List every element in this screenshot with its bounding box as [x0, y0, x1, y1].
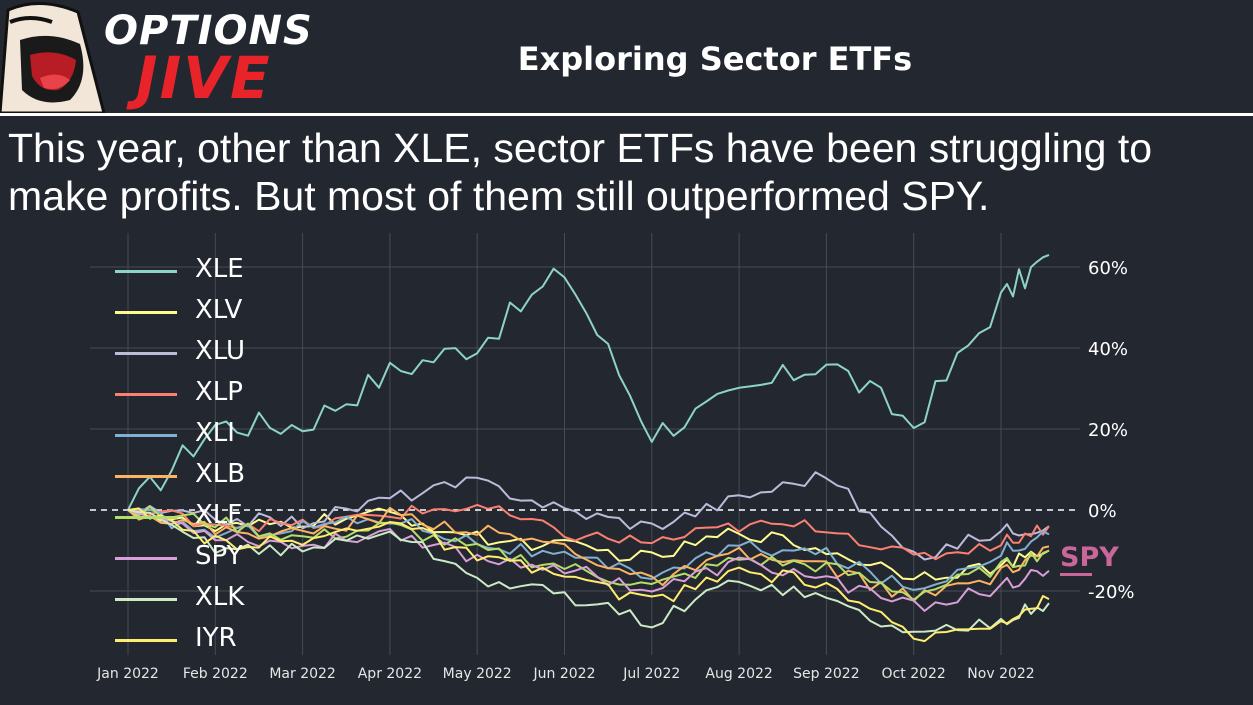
y-tick-label: 40% [1088, 339, 1128, 360]
legend-swatch [115, 311, 177, 314]
x-tick-label: Apr 2022 [358, 666, 422, 682]
x-tick-label: Jun 2022 [533, 666, 596, 682]
x-tick-label: Sep 2022 [793, 666, 859, 682]
series-line-xlf [127, 505, 1050, 601]
series-line-iyr [127, 507, 1050, 643]
series-line-xlu [127, 471, 1050, 561]
series-line-xle [127, 253, 1050, 511]
legend-swatch [115, 434, 177, 437]
spy-annotation-line [1060, 573, 1092, 576]
series-line-xlp [127, 503, 1050, 561]
legend-label: XLF [195, 500, 243, 530]
legend-label: XLB [195, 459, 246, 489]
x-tick-label: Oct 2022 [882, 666, 946, 682]
chart-legend: XLE XLV XLU XLP XLI XLB XLF SPY XLK IYR [115, 252, 315, 662]
legend-item-iyr: IYR [115, 621, 315, 662]
legend-item-xli: XLI [115, 416, 315, 457]
sector-etf-line-chart: Jan 2022 Feb 2022 Mar 2022 Apr 2022 May 2022… [90, 233, 1135, 682]
subtitle-line-1: This year, other than XLE, sector ETFs h… [8, 125, 1153, 171]
legend-label: SPY [195, 541, 243, 571]
legend-swatch [115, 639, 177, 642]
legend-label: XLP [195, 377, 243, 407]
header-bar: OPTIONS JIVE Exploring Sector ETFs [0, 0, 1253, 113]
legend-swatch [115, 393, 177, 396]
legend-item-xlv: XLV [115, 293, 315, 334]
y-tick-label: -20% [1088, 582, 1135, 603]
x-tick-label: Mar 2022 [269, 666, 336, 682]
x-tick-label: Nov 2022 [967, 666, 1034, 682]
series-line-xlb [127, 506, 1050, 602]
header-divider [0, 113, 1253, 116]
spy-annotation: SPY [1060, 542, 1119, 573]
logo-options-text: OPTIONS [104, 8, 313, 54]
legend-swatch [115, 598, 177, 601]
legend-swatch [115, 475, 177, 478]
legend-item-xlf: XLF [115, 498, 315, 539]
y-tick-label: 20% [1088, 420, 1128, 441]
x-tick-label: Jan 2022 [96, 666, 159, 682]
legend-item-xlb: XLB [115, 457, 315, 498]
legend-item-spy: SPY [115, 539, 315, 580]
legend-label: IYR [195, 623, 237, 653]
x-tick-label: Jul 2022 [622, 666, 680, 682]
legend-swatch [115, 352, 177, 355]
screaming-face-logo-icon [0, 1, 106, 113]
legend-item-xlu: XLU [115, 334, 315, 375]
legend-label: XLE [195, 254, 244, 284]
legend-label: XLI [195, 418, 235, 448]
subtitle-line-2: make profits. But most of them still out… [8, 173, 990, 219]
legend-label: XLU [195, 336, 246, 366]
page-title: Exploring Sector ETFs [517, 40, 913, 78]
legend-item-xlp: XLP [115, 375, 315, 416]
y-tick-label: 60% [1088, 258, 1128, 279]
series-line-xlv [127, 507, 1050, 581]
logo-jive-text: JIVE [136, 44, 272, 112]
y-tick-label: 0% [1088, 501, 1117, 522]
legend-item-xle: XLE [115, 252, 315, 293]
x-tick-label: May 2022 [443, 666, 512, 682]
legend-swatch [115, 557, 177, 560]
legend-swatch [115, 270, 177, 273]
x-tick-label: Aug 2022 [705, 666, 772, 682]
legend-label: XLK [195, 582, 245, 612]
legend-item-xlk: XLK [115, 580, 315, 621]
series-line-xlk [127, 509, 1050, 634]
subtitle: This year, other than XLE, sector ETFs h… [8, 124, 1253, 220]
legend-label: XLV [195, 295, 243, 325]
legend-swatch [115, 516, 177, 519]
x-tick-label: Feb 2022 [183, 666, 248, 682]
